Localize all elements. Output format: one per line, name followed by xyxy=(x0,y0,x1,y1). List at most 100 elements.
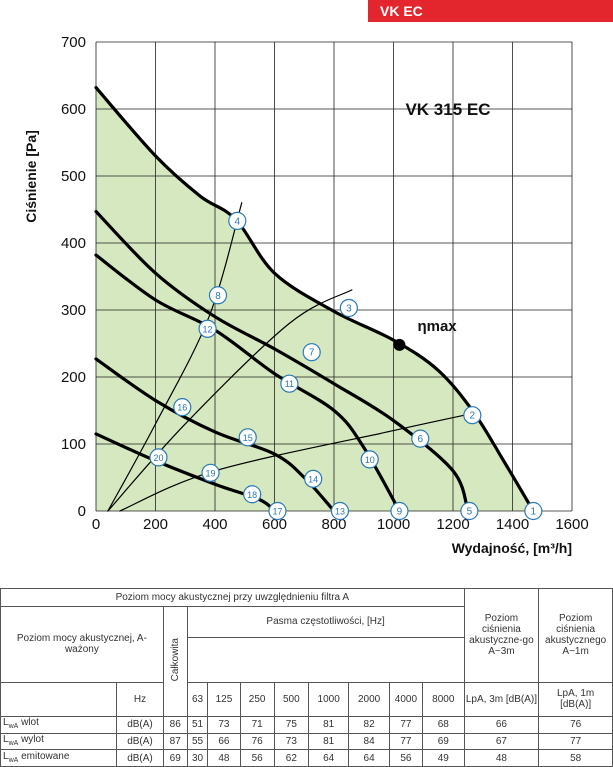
band-header: 125 xyxy=(207,681,241,718)
marker-circle xyxy=(339,298,358,318)
y-tick-label: 300 xyxy=(61,302,86,319)
x-tick-label: 0 xyxy=(92,516,100,533)
lpa3-value: 67 xyxy=(463,732,540,751)
marker-circle xyxy=(390,501,409,521)
marker-circle xyxy=(304,469,323,488)
marker-label: 1 xyxy=(531,507,537,518)
x-tick-label: 1600 xyxy=(555,516,588,533)
marker-circle xyxy=(243,485,262,504)
x-tick-label: 400 xyxy=(202,516,227,533)
y-tick-label: 400 xyxy=(61,235,86,252)
marker-circle xyxy=(524,501,543,521)
band-value: 66 xyxy=(207,732,241,751)
marker-circle xyxy=(201,463,220,482)
marker-label: 13 xyxy=(335,507,345,517)
lpa1-value: 76 xyxy=(538,716,613,734)
band-header: 250 xyxy=(239,681,275,718)
y-tick-label: 100 xyxy=(61,436,86,453)
curve-marker-13: 13 xyxy=(330,501,350,521)
curve-marker-3: 3 xyxy=(339,298,358,318)
band-value: 81 xyxy=(307,732,350,751)
bands-header: Pasma częstotliwości, [Hz] xyxy=(186,605,465,638)
marker-label: 19 xyxy=(206,468,216,478)
row-total: 86 xyxy=(162,716,188,734)
band-value: 62 xyxy=(273,749,309,767)
y-tick-label: 700 xyxy=(61,34,86,51)
marker-circle xyxy=(238,428,257,447)
band-header: 500 xyxy=(273,681,309,718)
curve-marker-17: 17 xyxy=(268,501,287,521)
lpa3-unit: LpA, 3m [dB(A)] xyxy=(463,681,540,718)
marker-circle xyxy=(330,501,350,521)
curve-marker-9: 9 xyxy=(390,501,409,521)
marker-label: 12 xyxy=(203,324,213,334)
row-total: 69 xyxy=(162,749,188,767)
band-header: 1000 xyxy=(307,681,350,718)
marker-label: 10 xyxy=(365,455,375,465)
series-line-6 xyxy=(107,202,243,512)
acoustic-table: Poziom mocy akustycznej przy uwzględnien… xyxy=(0,588,613,767)
curve-marker-12: 12 xyxy=(198,319,217,338)
band-value: 76 xyxy=(239,732,275,751)
y-tick-label: 200 xyxy=(61,369,86,386)
band-value: 75 xyxy=(273,716,309,734)
marker-circle xyxy=(360,450,379,469)
curve-marker-7: 7 xyxy=(302,343,321,362)
marker-label: 3 xyxy=(346,303,352,314)
marker-label: 20 xyxy=(153,453,163,463)
x-tick-label: 1200 xyxy=(436,516,469,533)
curve-marker-10: 10 xyxy=(360,450,379,469)
band-value: 73 xyxy=(273,732,309,751)
y-axis-label: Ciśnienie [Pa] xyxy=(23,130,39,223)
band-header: 4000 xyxy=(388,681,424,718)
marker-label: 16 xyxy=(177,403,187,413)
band-value: 84 xyxy=(348,732,390,751)
band-header: 8000 xyxy=(422,681,465,718)
curve-marker-4: 4 xyxy=(228,211,247,230)
marker-label: 2 xyxy=(470,411,476,422)
marker-circle xyxy=(280,374,299,393)
table-row: LwA emitowane dB(A) 69 30 48 56 62 64 64 56 49 48 58 xyxy=(0,749,613,767)
marker-label: 15 xyxy=(243,433,253,443)
band-value: 77 xyxy=(388,716,424,734)
hz-label: Hz xyxy=(116,681,164,718)
lpa3-value: 66 xyxy=(463,716,540,734)
curve-marker-18: 18 xyxy=(243,485,262,504)
series-line-3 xyxy=(94,253,402,513)
row-total: 87 xyxy=(162,732,188,751)
marker-label: 5 xyxy=(467,507,473,518)
curve-marker-6: 6 xyxy=(411,429,430,448)
row-unit: dB(A) xyxy=(116,749,164,767)
y-tick-label: 0 xyxy=(78,503,86,520)
series-line-5 xyxy=(94,432,277,513)
curve-marker-16: 16 xyxy=(173,398,192,417)
x-tick-label: 800 xyxy=(321,516,346,533)
marker-label: 6 xyxy=(417,434,423,445)
x-tick-label: 200 xyxy=(143,516,168,533)
band-value: 56 xyxy=(239,749,275,767)
marker-circle xyxy=(460,501,479,521)
table-row: LwA wylot dB(A) 87 55 66 76 73 81 84 77 69 67 77 xyxy=(0,732,613,751)
marker-label: 14 xyxy=(308,474,318,484)
y-tick-label: 600 xyxy=(61,101,86,118)
row-header: Poziom mocy akustycznej, A-ważony xyxy=(0,605,164,683)
row-unit: dB(A) xyxy=(116,732,164,751)
band-value: 64 xyxy=(348,749,390,767)
band-value: 49 xyxy=(422,749,465,767)
band-header: 2000 xyxy=(348,681,390,718)
eta-max-point xyxy=(393,338,406,351)
lpa3-header: Poziom ciśnienia akustyczne-go A~3m xyxy=(463,588,540,683)
band-value: 69 xyxy=(422,732,465,751)
curve-marker-1: 1 xyxy=(524,501,543,521)
x-tick-label: 1000 xyxy=(377,516,410,533)
marker-circle xyxy=(268,501,287,521)
row-unit: dB(A) xyxy=(116,716,164,734)
marker-label: 9 xyxy=(397,507,403,518)
band-value: 81 xyxy=(307,716,350,734)
curve-marker-5: 5 xyxy=(460,501,479,521)
curve-marker-20: 20 xyxy=(149,448,168,467)
band-value: 55 xyxy=(186,732,209,751)
row-label: LwA emitowane xyxy=(0,749,118,767)
fan-performance-chart: 0 200 400 600 800 1000 1200 1400 160001002003004… xyxy=(23,34,589,556)
model-badge: VK EC xyxy=(368,0,613,22)
